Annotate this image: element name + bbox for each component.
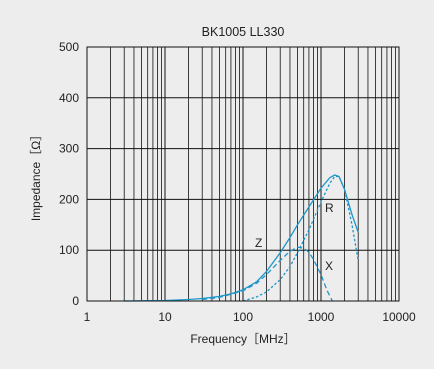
tick-labels: 1 10 100 1000 10000 0 100 200 300 400 500 (59, 40, 416, 324)
x-tick-label: 10 (158, 310, 172, 324)
series-line-z (124, 174, 359, 302)
plot-border (86, 46, 400, 302)
x-tick-label: 1 (84, 310, 91, 324)
curve-label-x: X (325, 259, 333, 273)
x-axis-label: Frequency［MHz］ (190, 332, 295, 346)
y-tick-label: 100 (59, 243, 79, 257)
y-tick-label: 200 (59, 192, 79, 206)
x-tick-label: 1000 (308, 310, 335, 324)
series-layer (124, 174, 359, 302)
chart-title: BK1005 LL330 (202, 25, 285, 39)
y-tick-label: 300 (59, 142, 79, 156)
y-axis-label: Impedance［Ω］ (29, 129, 43, 221)
series-line-x (202, 246, 333, 302)
x-tick-label: 10000 (382, 310, 416, 324)
x-tick-label: 100 (233, 310, 253, 324)
curve-label-z: Z (255, 236, 262, 250)
y-tick-label: 500 (59, 40, 79, 54)
y-tick-label: 0 (72, 294, 79, 308)
curve-label-r: R (325, 201, 334, 215)
series-line-r (242, 175, 359, 302)
grid (87, 47, 399, 301)
y-tick-label: 400 (59, 91, 79, 105)
